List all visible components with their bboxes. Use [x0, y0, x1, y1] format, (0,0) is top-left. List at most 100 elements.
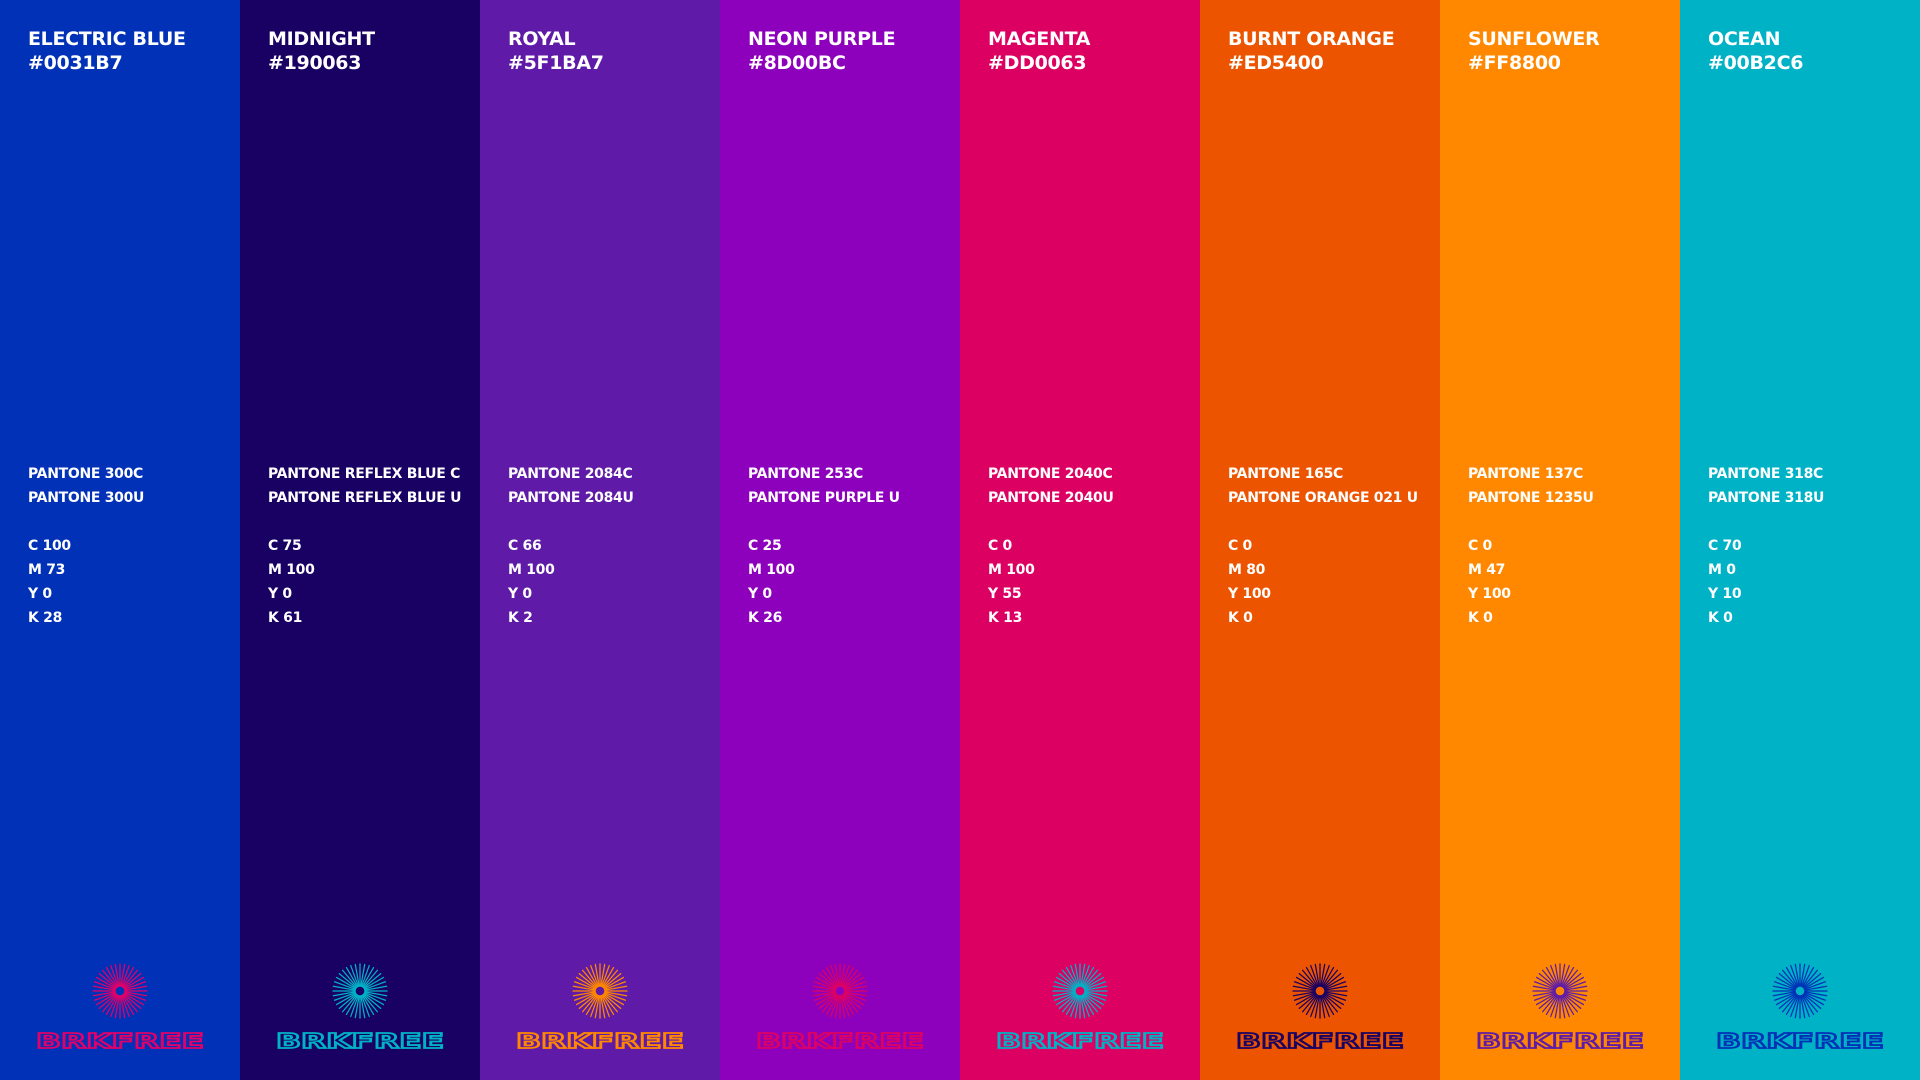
sunburst-ray [1563, 972, 1582, 989]
sunburst-ray [101, 994, 118, 1013]
cmyk-values: C 75 M 100 Y 0 K 61 [268, 534, 315, 630]
sunburst-ray [844, 985, 868, 991]
sunburst-ray [572, 985, 596, 991]
cmyk-k: K 61 [268, 610, 303, 626]
sunburst-ray [834, 995, 840, 1019]
sunburst-ray [361, 964, 370, 988]
sunburst-ray [1541, 994, 1558, 1013]
sunburst-ray [1052, 991, 1076, 997]
sunburst-ray [98, 993, 117, 1010]
sunburst-ray [1800, 995, 1806, 1019]
sunburst-ray [1310, 964, 1319, 988]
sunburst-ray [350, 964, 359, 988]
cmyk-k: K 0 [1228, 610, 1253, 626]
cmyk-c: C 0 [1228, 538, 1252, 554]
swatch-name: BURNT ORANGE [1228, 28, 1395, 50]
cmyk-y: Y 0 [28, 586, 52, 602]
sunburst-ray [603, 976, 625, 990]
brkfree-wordmark: BRKFREE [1715, 1032, 1885, 1050]
sunburst-ray [1800, 963, 1806, 987]
sunburst-ray [1305, 994, 1319, 1016]
sunburst-ray [120, 963, 126, 987]
sunburst-ray [1804, 985, 1828, 991]
sunburst-ray [575, 976, 597, 990]
sunburst-ray [1561, 994, 1570, 1018]
sunburst-ray [815, 992, 837, 1006]
sunburst-ray [121, 994, 130, 1018]
sunburst-ray [843, 972, 862, 989]
sunburst-ray [1550, 994, 1559, 1018]
sunburst-ray [842, 994, 859, 1013]
wordmark-text: BRKFREE [756, 1032, 924, 1050]
sunburst-ray [123, 976, 145, 990]
pantone-codes: PANTONE 165C PANTONE ORANGE 021 U [1228, 462, 1418, 510]
sunburst-ray [581, 994, 598, 1013]
sunburst-ray [345, 966, 359, 988]
cmyk-m: M 100 [748, 562, 795, 578]
sunburst-ray [1772, 985, 1796, 991]
sunburst-ray [1321, 994, 1330, 1018]
sunburst-icon [572, 963, 628, 1019]
sunburst-ray [841, 964, 850, 988]
cmyk-y: Y 100 [1228, 586, 1271, 602]
sunburst-ray [843, 993, 862, 1010]
sunburst-ray [1081, 966, 1095, 988]
sunburst-ray [1080, 963, 1086, 987]
sunburst-ray [1560, 995, 1566, 1019]
sunburst-ray [1785, 966, 1799, 988]
cmyk-c: C 100 [28, 538, 71, 554]
sunburst-ray [843, 981, 867, 990]
brkfree-logo: BRKFREE [1200, 962, 1440, 1052]
brkfree-logo: BRKFREE [1680, 962, 1920, 1052]
sunburst-ray [122, 969, 139, 988]
swatch-name: NEON PURPLE [748, 28, 896, 50]
color-swatch-magenta: MAGENTA #DD0063 PANTONE 2040C PANTONE 20… [960, 0, 1200, 1080]
sunburst-ray [1298, 993, 1317, 1010]
sunburst-ray [1083, 976, 1105, 990]
sunburst-ray [1803, 992, 1825, 1006]
cmyk-c: C 0 [1468, 538, 1492, 554]
sunburst-ray [1320, 963, 1326, 987]
cmyk-values: C 25 M 100 Y 0 K 26 [748, 534, 795, 630]
pantone-codes: PANTONE REFLEX BLUE C PANTONE REFLEX BLU… [268, 462, 461, 510]
pantone-uncoated: PANTONE 2084U [508, 490, 634, 506]
wordmark-text: BRKFREE [516, 1032, 684, 1050]
pantone-uncoated: PANTONE 1235U [1468, 490, 1594, 506]
sunburst-ray [601, 994, 615, 1016]
sunburst-ray [1804, 991, 1828, 997]
sunburst-ray [1083, 992, 1105, 1006]
sunburst-ray [1081, 964, 1090, 988]
sunburst-ray [121, 994, 135, 1016]
sunburst-ray [1801, 994, 1815, 1016]
sunburst-ray [332, 985, 356, 991]
sunburst-ray [1773, 992, 1797, 1001]
wordmark-text: BRKFREE [1236, 1032, 1404, 1050]
sunburst-ray [1053, 992, 1077, 1001]
sunburst-ray [1065, 994, 1079, 1016]
sunburst-ray [1785, 994, 1799, 1016]
sunburst-ray [332, 991, 356, 997]
sunburst-ray [1061, 969, 1078, 988]
sunburst-ray [1083, 993, 1102, 1010]
wordmark-text: BRKFREE [996, 1032, 1164, 1050]
sunburst-ray [123, 992, 147, 1001]
color-swatch-burnt-orange: BURNT ORANGE #ED5400 PANTONE 165C PANTON… [1200, 0, 1440, 1080]
sunburst-ray [95, 976, 117, 990]
sunburst-ray [354, 963, 360, 987]
cmyk-values: C 0 M 47 Y 100 K 0 [1468, 534, 1511, 630]
sunburst-ray [124, 991, 148, 997]
sunburst-ray [1320, 995, 1326, 1019]
cmyk-values: C 66 M 100 Y 0 K 2 [508, 534, 555, 630]
sunburst-ray [1794, 963, 1800, 987]
sunburst-ray [602, 969, 619, 988]
sunburst-ray [101, 969, 118, 988]
sunburst-ray [1082, 994, 1099, 1013]
sunburst-ray [105, 994, 119, 1016]
sunburst-ray [1563, 981, 1587, 990]
sunburst-ray [1778, 972, 1797, 989]
sunburst-ray [812, 985, 836, 991]
sunburst-ray [594, 995, 600, 1019]
cmyk-c: C 25 [748, 538, 782, 554]
cmyk-k: K 26 [748, 610, 783, 626]
